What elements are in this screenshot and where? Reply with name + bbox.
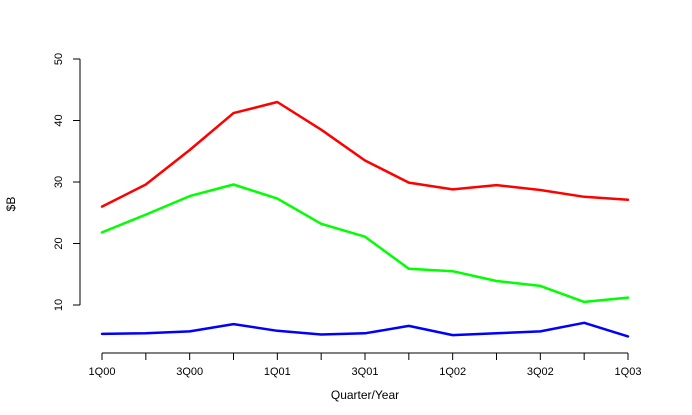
y-axis-label: $B [4,197,18,212]
y-tick-label: 50 [53,53,65,65]
x-tick-label: 1Q01 [264,366,291,378]
x-tick-label: 1Q03 [615,366,642,378]
series-line-1 [100,100,630,208]
series-line-2 [100,183,630,304]
x-tick-label: 3Q02 [527,366,554,378]
axes: 10 20 30 40 50 1Q00 3Q00 1Q01 3Q01 1Q02 3Q02 1Q03 [53,53,641,378]
x-tick-label: 3Q00 [176,366,203,378]
x-tick-label: 3Q01 [352,366,379,378]
y-tick-label: 10 [53,299,65,311]
x-axis-label: Quarter/Year [331,388,399,402]
series-group [100,100,630,338]
y-tick-label: 20 [53,237,65,249]
series-line-3 [100,321,630,338]
y-tick-label: 30 [53,176,65,188]
y-tick-label: 40 [53,114,65,126]
x-tick-label: 1Q02 [439,366,466,378]
x-tick-label: 1Q00 [89,366,116,378]
